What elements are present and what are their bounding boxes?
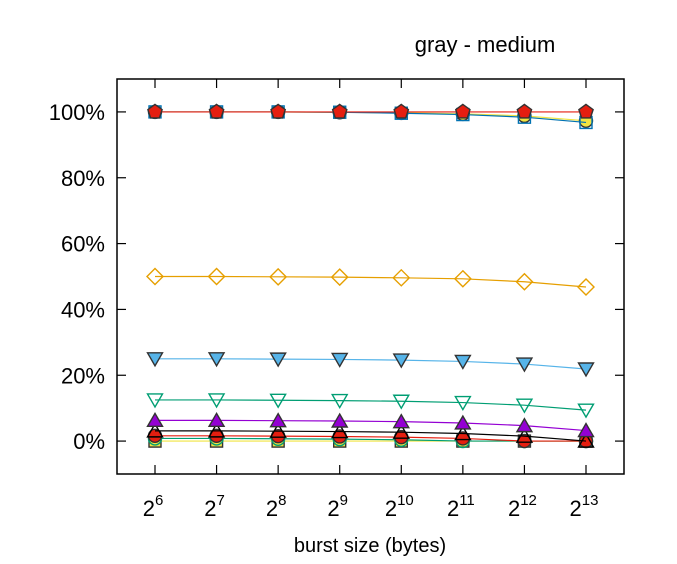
series-6 — [146, 393, 595, 419]
data-point — [207, 267, 226, 286]
data-point — [454, 414, 472, 430]
data-point — [577, 362, 595, 378]
x-tick-label: 212 — [508, 492, 537, 521]
data-point — [577, 403, 595, 419]
x-tick-label: 28 — [266, 492, 287, 521]
x-tick-label: 211 — [447, 492, 475, 521]
series-line — [155, 275, 587, 288]
data-point — [392, 353, 410, 369]
data-point — [515, 417, 534, 433]
series-9 — [147, 428, 594, 449]
x-tick-label: 29 — [327, 492, 348, 521]
y-tick-label: 80% — [61, 166, 105, 191]
data-point — [331, 393, 349, 409]
y-tick-label: 0% — [73, 429, 105, 454]
chart-title: gray - medium — [415, 32, 556, 57]
data-point — [515, 357, 534, 373]
data-point — [453, 269, 472, 288]
data-point — [207, 393, 226, 409]
data-point — [331, 352, 349, 368]
data-point — [330, 268, 349, 287]
data-point — [392, 413, 410, 429]
data-point — [207, 422, 226, 438]
data-point — [146, 393, 164, 409]
series-4 — [146, 267, 595, 297]
data-point — [392, 268, 411, 287]
plot-area-frame — [116, 78, 625, 475]
data-point — [207, 352, 226, 368]
data-point — [146, 411, 164, 428]
data-point — [270, 103, 287, 119]
data-point — [146, 422, 164, 438]
series-8 — [146, 422, 595, 448]
data-point — [454, 425, 472, 441]
series-line — [155, 430, 587, 442]
data-point — [454, 354, 472, 370]
data-point — [578, 103, 594, 119]
data-point — [207, 411, 226, 428]
data-point — [392, 423, 410, 439]
data-point — [269, 422, 287, 438]
data-point — [577, 278, 595, 297]
data-point — [515, 427, 534, 443]
data-point — [269, 352, 287, 368]
series-1 — [147, 103, 594, 119]
data-point — [146, 267, 164, 286]
y-tick-label: 100% — [49, 100, 105, 125]
data-point — [269, 412, 287, 428]
x-tick-label: 210 — [385, 492, 414, 521]
data-point — [331, 103, 348, 119]
x-tick-label: 213 — [570, 492, 599, 521]
x-tick-label: 26 — [143, 492, 164, 521]
data-point — [515, 398, 534, 414]
data-point — [515, 272, 534, 291]
x-tick-label: 27 — [204, 492, 225, 521]
data-point — [269, 267, 288, 286]
x-axis-label: burst size (bytes) — [294, 535, 446, 557]
data-point — [146, 352, 164, 368]
series-layer — [146, 103, 595, 449]
series-5 — [146, 352, 595, 378]
data-point — [454, 103, 471, 119]
data-point — [454, 395, 472, 411]
data-point — [577, 432, 595, 448]
data-point — [208, 103, 225, 119]
y-tick-label: 20% — [61, 363, 105, 388]
series-7 — [146, 411, 595, 438]
data-point — [331, 412, 349, 428]
series-line — [155, 435, 586, 442]
data-point — [331, 423, 349, 439]
data-point — [392, 394, 410, 410]
x-axis: 26 27 28 29 210 211 212 213 — [143, 79, 599, 521]
data-point — [147, 103, 163, 119]
series-line — [155, 358, 587, 370]
data-point — [577, 422, 595, 438]
y-tick-label: 40% — [61, 297, 105, 322]
data-point — [269, 393, 287, 409]
y-tick-label: 60% — [61, 232, 105, 257]
series-line — [155, 419, 587, 432]
series-line — [155, 399, 587, 411]
data-point — [393, 103, 410, 119]
data-point — [516, 103, 533, 119]
y-axis: 0% 20% 40% 60% 80% 100% — [49, 100, 624, 454]
